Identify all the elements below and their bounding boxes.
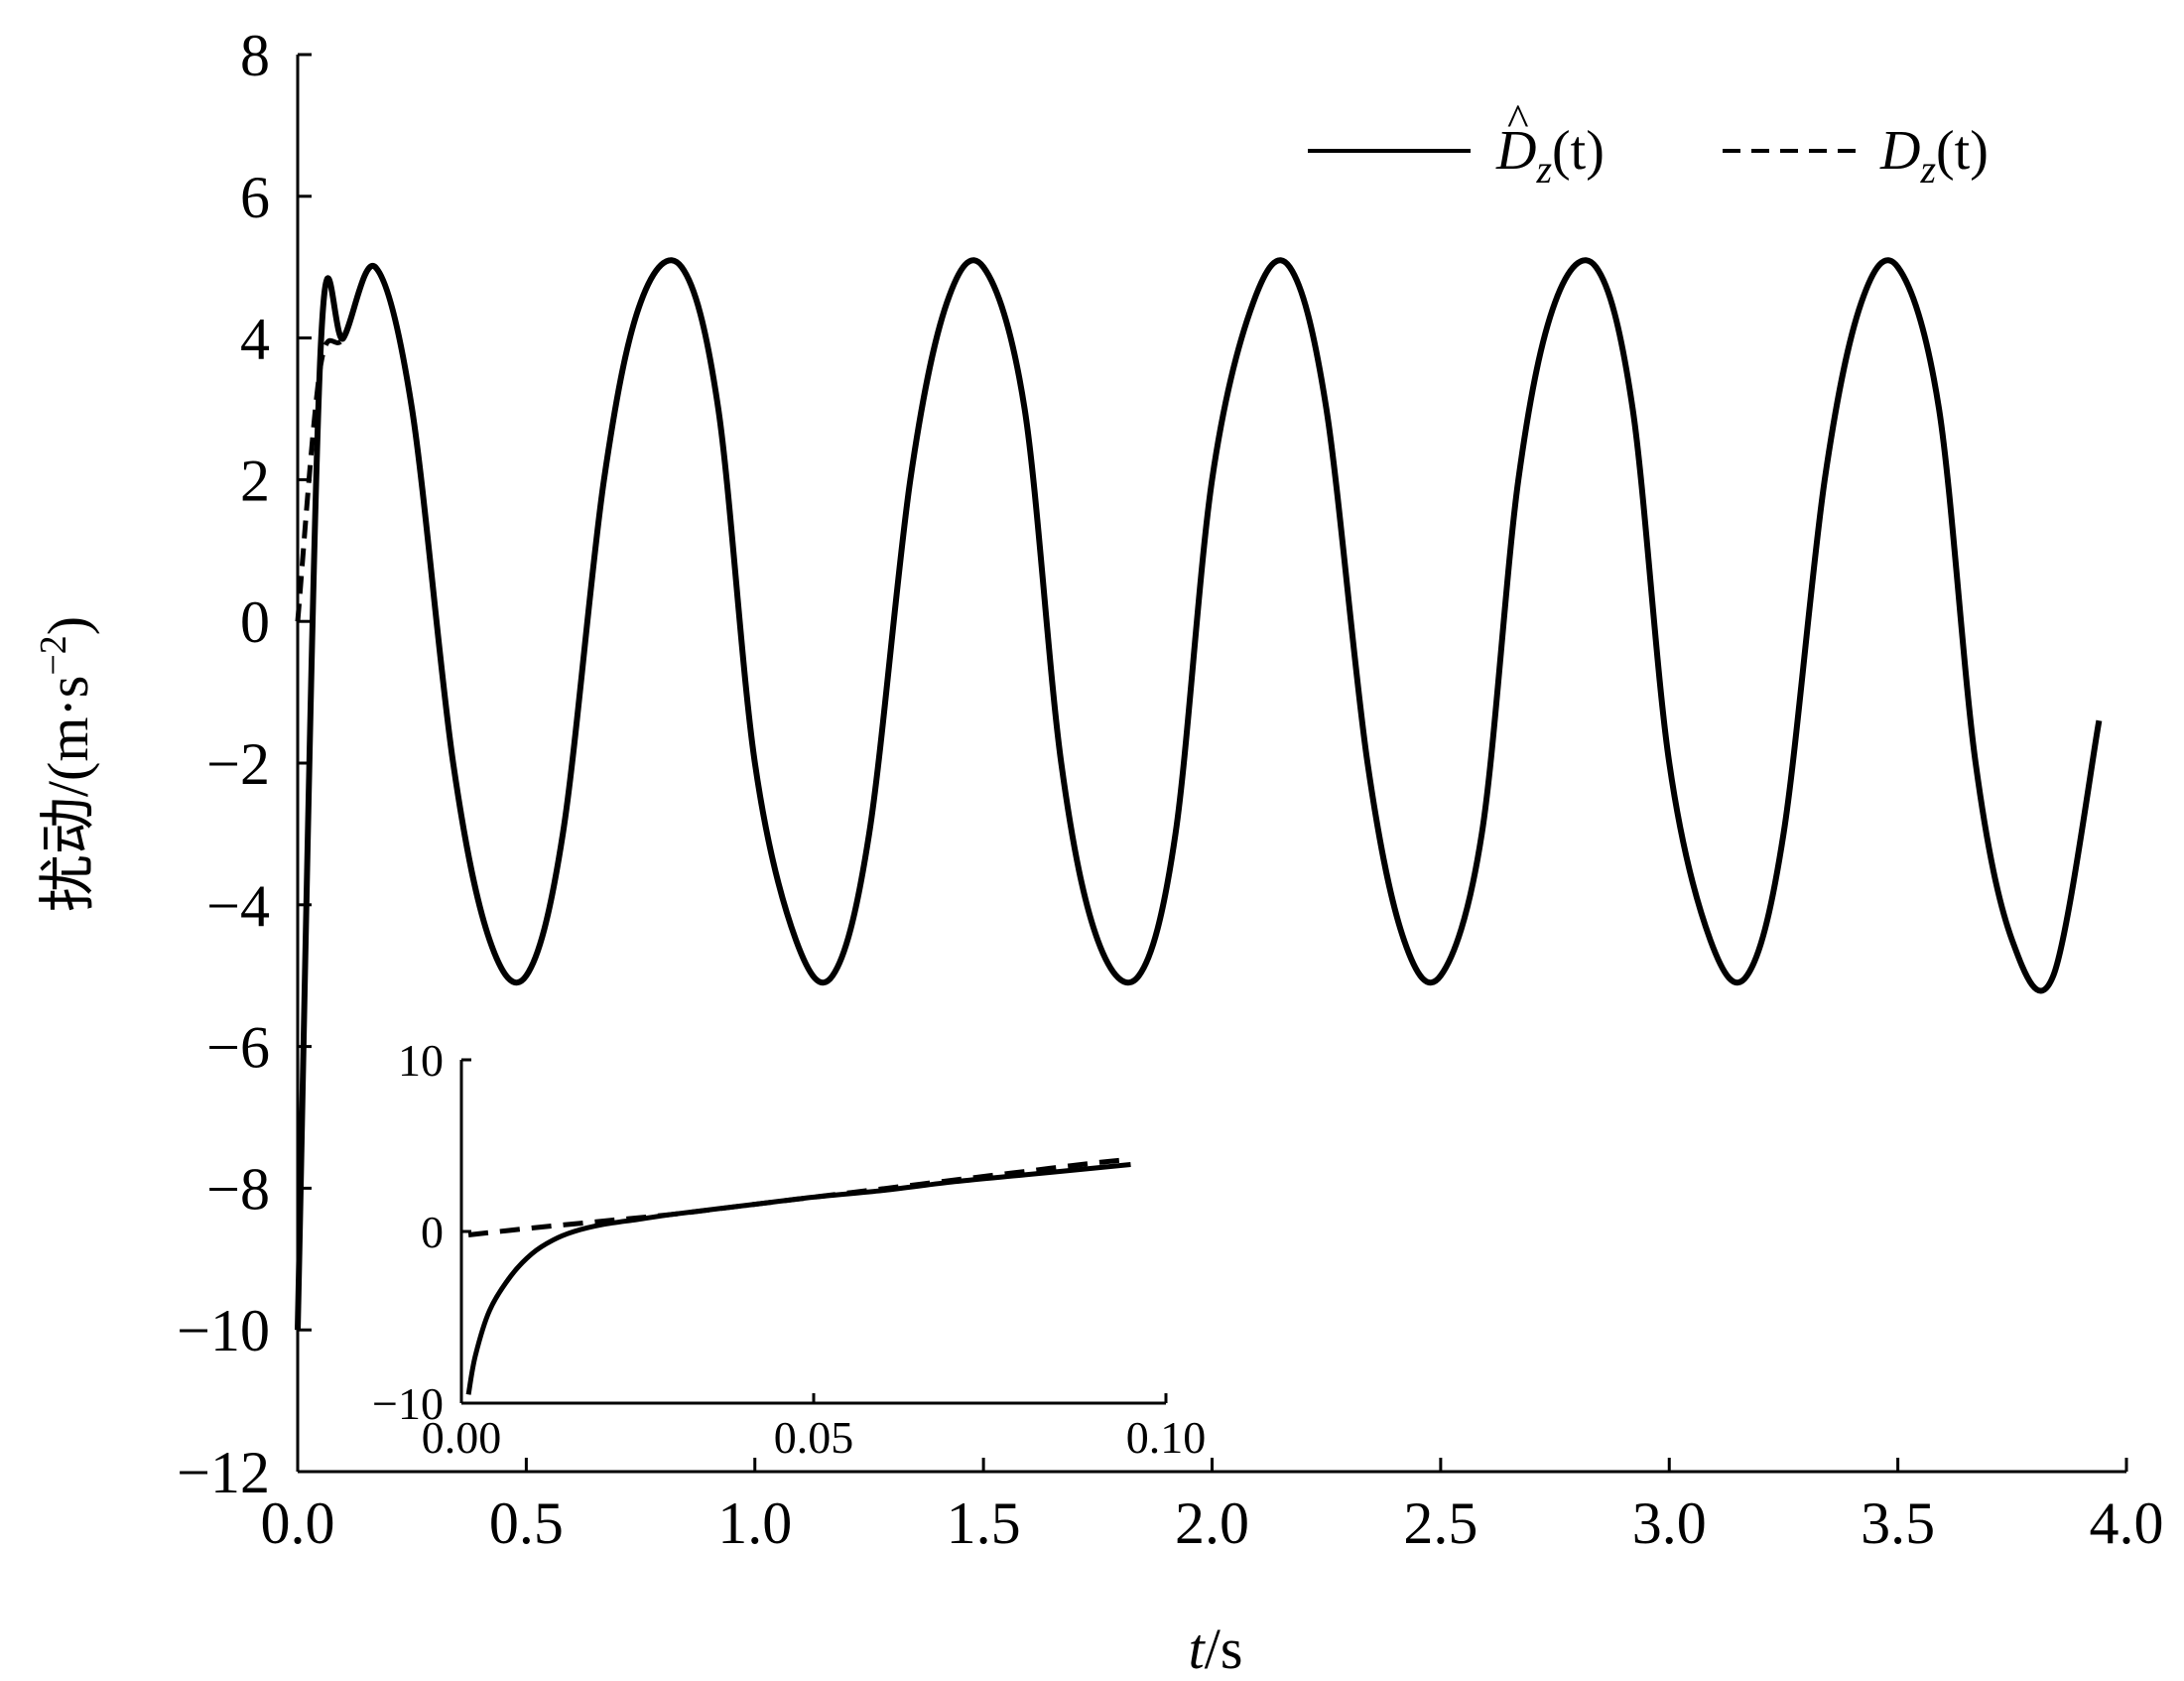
x-tick-label: 1.5 bbox=[947, 1490, 1021, 1556]
legend-label-estimate-letter: D bbox=[1495, 120, 1536, 182]
inset-x-ticks: 0.00 0.05 0.10 bbox=[422, 1393, 1207, 1463]
legend-label-actual: Dz(t) bbox=[1879, 120, 1989, 192]
legend-hat: ^ bbox=[1507, 94, 1529, 145]
inset-y-ticks: 10 0 −10 bbox=[372, 1035, 471, 1429]
main-series-group bbox=[295, 257, 2103, 1331]
y-tick-label: 4 bbox=[240, 307, 270, 372]
inset-x-tick-label: 0.00 bbox=[422, 1412, 502, 1463]
legend-label-actual-letter: D bbox=[1879, 120, 1920, 182]
y-axis-title-exp: −2 bbox=[33, 635, 74, 675]
y-tick-label: −8 bbox=[206, 1156, 270, 1222]
main-axes: 0.0 0.5 1.0 1.5 2.0 2.5 3.0 3.5 4.0 8 6 4 2 0 −2 −4 −6 −… bbox=[177, 23, 2163, 1556]
legend-label-actual-arg: (t) bbox=[1936, 120, 1989, 182]
y-axis-title-close: ) bbox=[36, 616, 100, 635]
y-axis-title: 扰动/(m·s−2) bbox=[33, 616, 100, 912]
legend-label-estimate: Dz(t) bbox=[1495, 120, 1605, 192]
y-tick-label: 2 bbox=[240, 448, 270, 513]
y-tick-label: −2 bbox=[206, 731, 270, 797]
inset-x-tick-label: 0.10 bbox=[1126, 1412, 1207, 1463]
inset-chart: 0.00 0.05 0.10 10 0 −10 bbox=[372, 1035, 1206, 1463]
y-ticks: 8 6 4 2 0 −2 −4 −6 −8 −10 −12 bbox=[177, 23, 312, 1505]
inset-y-tick-label: 10 bbox=[398, 1035, 444, 1086]
inset-background bbox=[461, 1054, 1166, 1403]
x-ticks: 0.0 0.5 1.0 1.5 2.0 2.5 3.0 3.5 4.0 bbox=[261, 1458, 2164, 1556]
y-tick-label: 0 bbox=[240, 589, 270, 655]
legend: Dz(t) ^ Dz(t) bbox=[1308, 94, 1989, 192]
y-tick-label: 6 bbox=[240, 165, 270, 230]
inset-y-tick-label: −10 bbox=[372, 1378, 444, 1429]
x-tick-label: 4.0 bbox=[2090, 1490, 2164, 1556]
x-tick-label: 2.0 bbox=[1175, 1490, 1249, 1556]
x-axis-title-var: t bbox=[1189, 1616, 1207, 1681]
y-tick-label: 8 bbox=[240, 23, 270, 88]
y-tick-label: −12 bbox=[177, 1440, 270, 1505]
x-tick-label: 0.0 bbox=[261, 1490, 335, 1556]
x-tick-label: 1.0 bbox=[717, 1490, 792, 1556]
inset-series-group bbox=[465, 1156, 1131, 1395]
legend-label-actual-sub: z bbox=[1919, 147, 1936, 192]
x-tick-label: 0.5 bbox=[489, 1490, 564, 1556]
inset-x-tick-label: 0.05 bbox=[774, 1412, 854, 1463]
y-tick-label: −10 bbox=[177, 1298, 270, 1363]
legend-label-estimate-arg: (t) bbox=[1552, 120, 1605, 182]
y-tick-label: −6 bbox=[206, 1015, 270, 1081]
y-tick-label: −4 bbox=[206, 873, 270, 939]
x-tick-label: 3.0 bbox=[1632, 1490, 1707, 1556]
x-tick-label: 2.5 bbox=[1403, 1490, 1477, 1556]
x-axis-title: t/s bbox=[1189, 1616, 1243, 1681]
y-axis-title-text: 扰动/(m·s bbox=[36, 676, 100, 912]
x-axis-title-unit: /s bbox=[1205, 1616, 1243, 1681]
legend-label-estimate-sub: z bbox=[1535, 147, 1552, 192]
series-line-actual bbox=[295, 257, 2102, 993]
inset-y-tick-label: 0 bbox=[421, 1207, 444, 1257]
inset-series-line-actual bbox=[467, 1156, 1131, 1237]
x-tick-label: 3.5 bbox=[1861, 1490, 1935, 1556]
